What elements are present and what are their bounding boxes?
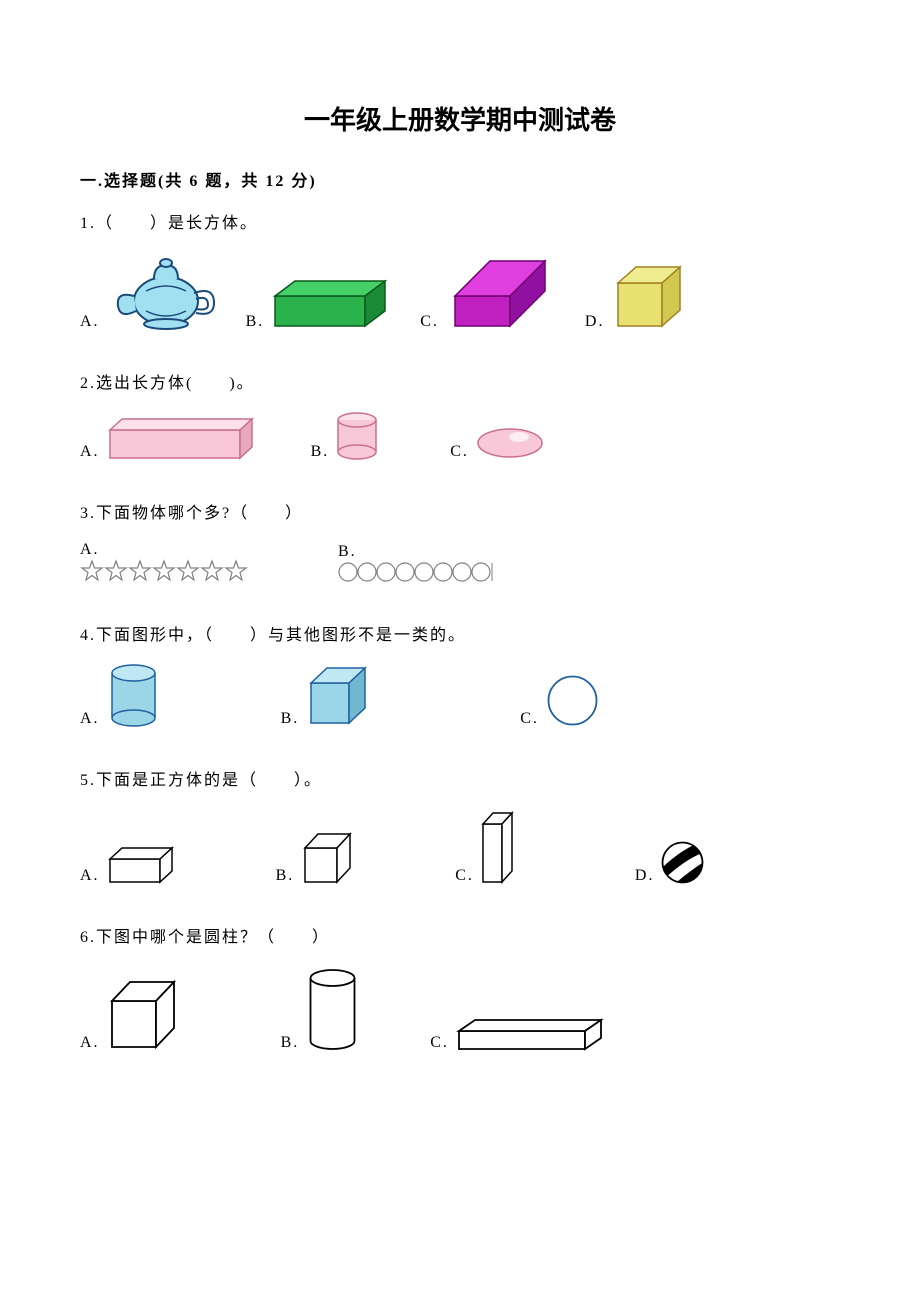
q6-options: A. B. C.	[80, 967, 840, 1052]
q5-text: 5.下面是正方体的是（ ）。	[80, 766, 840, 790]
cuboid-flat-icon	[270, 276, 390, 331]
question-2: 2.选出长方体( )。 A. B. C.	[80, 369, 840, 461]
q1-opt-a-label: A.	[80, 313, 100, 331]
q6-opt-a: A.	[80, 977, 181, 1052]
q6-opt-a-label: A.	[80, 1034, 100, 1052]
q6-opt-b-label: B.	[281, 1034, 300, 1052]
cube-3d-icon	[305, 663, 370, 728]
q3-opt-a: A.	[80, 541, 248, 583]
q5-opt-d: D.	[635, 840, 706, 885]
q3-opt-b: B.	[338, 543, 498, 583]
q1-opt-c: C.	[420, 251, 555, 331]
q2-opt-c-label: C.	[450, 443, 469, 461]
parallelepiped-icon	[445, 251, 555, 331]
section-header: 一.选择题(共 6 题，共 12 分)	[80, 167, 840, 191]
q2-opt-a-label: A.	[80, 443, 100, 461]
q1-opt-c-label: C.	[420, 313, 439, 331]
question-6: 6.下图中哪个是圆柱？（ ） A. B. C.	[80, 923, 840, 1052]
q4-text: 4.下面图形中，（ ）与其他图形不是一类的。	[80, 621, 840, 645]
q2-opt-c: C.	[450, 426, 545, 461]
q4-opt-b: B.	[281, 663, 371, 728]
q2-options: A. B. C.	[80, 411, 840, 461]
q5-opt-a-label: A.	[80, 867, 100, 885]
cuboid-long-icon	[106, 416, 256, 461]
cylinder-outline-icon	[305, 967, 360, 1052]
question-3: 3.下面物体哪个多?（ ） A. B.	[80, 499, 840, 583]
teapot-icon	[106, 251, 226, 331]
q3-options: A. B.	[80, 541, 840, 583]
cube-outline-icon	[300, 830, 355, 885]
cylinder-3d-icon	[106, 663, 161, 728]
page-title: 一年级上册数学期中测试卷	[80, 100, 840, 137]
q3-text: 3.下面物体哪个多?（ ）	[80, 499, 840, 523]
cylinder-short-icon	[335, 411, 380, 461]
circles-icon	[338, 561, 498, 583]
q5-opt-c-label: C.	[455, 867, 474, 885]
question-4: 4.下面图形中，（ ）与其他图形不是一类的。 A. B. C.	[80, 621, 840, 728]
stars-icon	[80, 559, 248, 583]
cube-outline-big-icon	[106, 977, 181, 1052]
q2-opt-b-label: B.	[311, 443, 330, 461]
q4-opt-a: A.	[80, 663, 161, 728]
q4-opt-c-label: C.	[520, 710, 539, 728]
q6-opt-c-label: C.	[430, 1034, 449, 1052]
q1-options: A. B. C.	[80, 251, 840, 331]
ellipse-flat-icon	[475, 426, 545, 461]
flat-cuboid-outline-icon	[455, 1017, 605, 1052]
cuboid-outline-icon	[106, 845, 176, 885]
q1-opt-d: D.	[585, 261, 691, 331]
q1-opt-d-label: D.	[585, 313, 605, 331]
q3-opt-b-label: B.	[338, 543, 357, 561]
q4-options: A. B. C.	[80, 663, 840, 728]
q6-opt-b: B.	[281, 967, 361, 1052]
question-1: 1.（ ）是长方体。 A. B. C.	[80, 209, 840, 331]
tall-cuboid-outline-icon	[480, 810, 515, 885]
q6-opt-c: C.	[430, 1017, 605, 1052]
circle-outline-icon	[545, 673, 600, 728]
question-5: 5.下面是正方体的是（ ）。 A. B. C.	[80, 766, 840, 885]
q1-opt-b: B.	[246, 276, 391, 331]
q5-opt-c: C.	[455, 810, 515, 885]
q5-opt-b: B.	[276, 830, 356, 885]
q4-opt-c: C.	[520, 673, 600, 728]
q5-opt-d-label: D.	[635, 867, 655, 885]
q3-opt-a-label: A.	[80, 541, 100, 559]
q5-options: A. B. C. D.	[80, 810, 840, 885]
striped-ball-icon	[660, 840, 705, 885]
q4-opt-a-label: A.	[80, 710, 100, 728]
q5-opt-a: A.	[80, 845, 176, 885]
q1-opt-b-label: B.	[246, 313, 265, 331]
q1-opt-a: A.	[80, 251, 226, 331]
q2-text: 2.选出长方体( )。	[80, 369, 840, 393]
q1-text: 1.（ ）是长方体。	[80, 209, 840, 233]
q2-opt-b: B.	[311, 411, 381, 461]
q5-opt-b-label: B.	[276, 867, 295, 885]
cube-icon	[610, 261, 690, 331]
q6-text: 6.下图中哪个是圆柱？（ ）	[80, 923, 840, 947]
q2-opt-a: A.	[80, 416, 256, 461]
q4-opt-b-label: B.	[281, 710, 300, 728]
